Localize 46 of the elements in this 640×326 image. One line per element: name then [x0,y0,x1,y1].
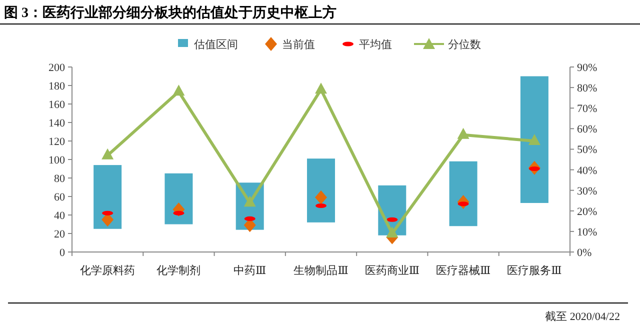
chart-title: 图 3：医药行业部分细分板块的估值处于历史中枢上方 [4,4,336,21]
y-tick-label: 40 [54,210,66,222]
text: 截至 2020/04/22 [545,310,620,323]
y2-tick-label: 10% [577,226,598,238]
point [315,82,327,94]
y-tick-label: 80 [54,173,66,185]
y-tick-label: 100 [48,154,66,166]
point [102,148,114,160]
x-tick-label: 医疗器械Ⅲ [436,264,491,277]
point [172,84,185,96]
point [315,190,327,204]
bar [520,76,548,203]
y-tick-label: 140 [48,118,66,130]
bar [449,161,478,226]
x-tick-label: 化学制剂 [156,264,201,277]
legend-label: 分位数 [448,39,481,51]
x-tick-label: 中药Ⅲ [234,264,266,277]
x-tick-label: 化学原料药 [80,264,136,277]
point [528,134,540,145]
y2-tick-label: 60% [577,124,598,136]
y2-tick-label: 30% [577,185,598,198]
y2-tick-label: 20% [577,206,598,218]
y2-tick-label: 70% [577,103,598,116]
y2-tick-label: 90% [577,62,598,74]
x-tick-label: 医药商业Ⅲ [364,264,420,277]
y-tick-label: 180 [48,80,66,92]
bar [164,173,193,224]
bar [307,158,335,222]
y-tick-label: 200 [48,62,66,74]
y-tick-label: 160 [48,99,66,111]
point [386,226,398,238]
y2-tick-label: 80% [577,82,598,95]
y2-tick-label: 0% [577,247,592,259]
y-tick-label: 0 [60,247,66,259]
legend-label: 当前值 [282,39,315,51]
legend-label: 估值区间 [194,39,238,51]
y2-tick-label: 50% [577,144,598,156]
y2-tick-label: 40% [577,164,598,177]
y-tick-label: 120 [48,136,66,148]
y-tick-label: 20 [54,228,66,240]
legend-label: 平均值 [359,39,392,51]
x-tick-label: 医疗服务Ⅲ [507,264,562,277]
x-tick-label: 生物制品Ⅲ [294,264,348,277]
y-tick-label: 60 [54,192,66,204]
bar [94,165,122,229]
point [457,128,470,139]
